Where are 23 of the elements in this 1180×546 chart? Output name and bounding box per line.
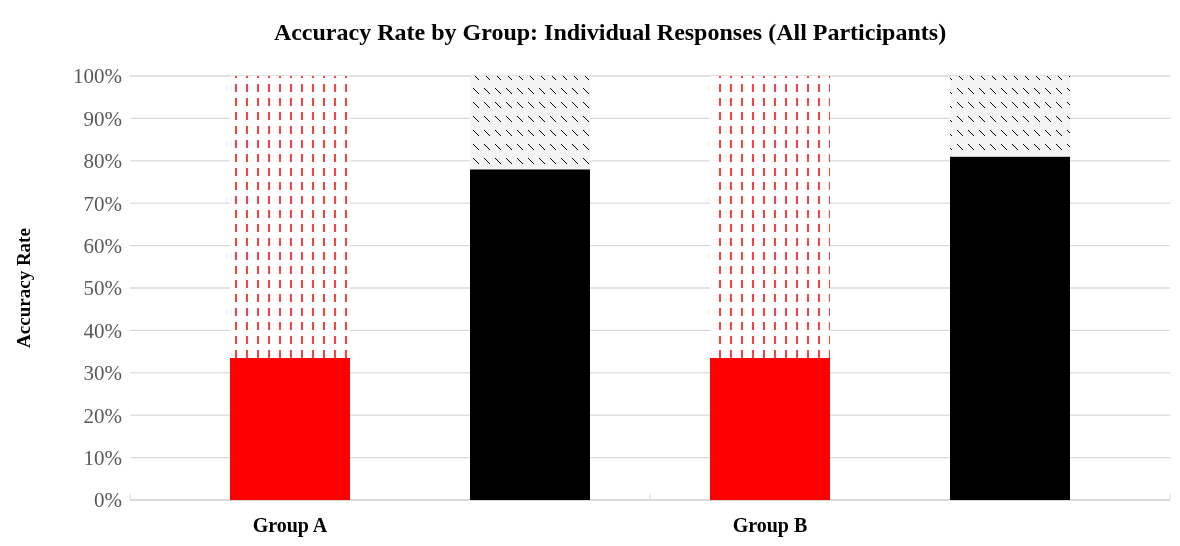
y-tick-label: 40% [83,318,122,343]
y-tick-label: 0% [94,488,122,513]
y-tick-label: 80% [83,149,122,174]
bar [950,76,1070,157]
y-tick-label: 100% [73,64,122,89]
bar [950,156,1070,500]
x-tick-label: Group B [732,514,808,537]
y-tick-label: 60% [83,233,122,258]
y-tick-label: 90% [83,106,122,131]
bar [230,76,350,358]
bar [710,357,830,500]
y-tick-label: 30% [83,361,122,386]
bar [230,357,350,500]
y-tick-label: 10% [83,445,122,470]
y-tick-label: 70% [83,191,122,216]
bar [470,76,590,170]
y-axis-title: Accuracy Rate [13,228,34,348]
chart-title: Accuracy Rate by Group: Individual Responses (All Participants) [273,19,947,45]
bar [710,76,830,358]
x-tick-label: Group A [252,514,328,537]
y-tick-label: 20% [83,403,122,428]
bar [470,169,590,500]
y-tick-label: 50% [83,276,122,301]
